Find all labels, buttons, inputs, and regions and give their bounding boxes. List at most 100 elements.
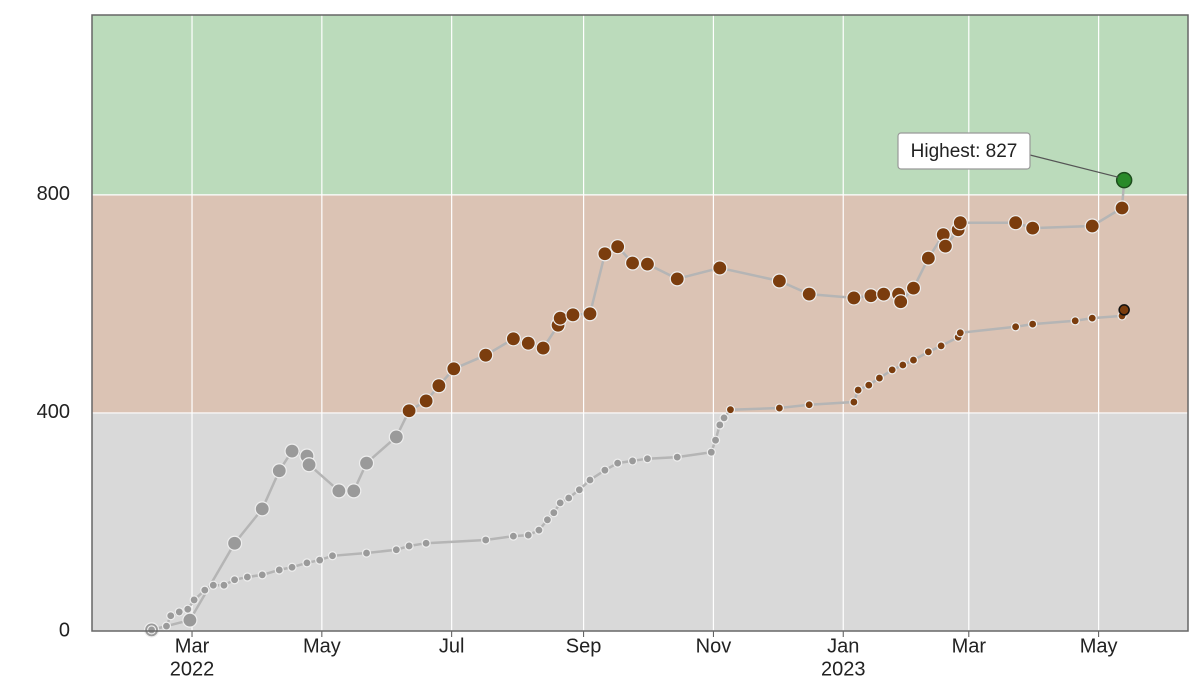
x-tick-label: Jan: [827, 635, 859, 657]
point: [725, 405, 736, 415]
point: [952, 215, 968, 231]
point: [642, 454, 653, 464]
point: [166, 611, 176, 621]
point: [346, 483, 362, 499]
point: [1028, 319, 1038, 329]
point: [200, 585, 210, 595]
x-tick-label: Mar: [175, 635, 210, 657]
point: [597, 246, 613, 262]
point: [706, 447, 716, 457]
point: [624, 255, 641, 271]
point: [555, 498, 565, 508]
point: [574, 485, 584, 495]
y-tick-label: 800: [37, 183, 70, 205]
point: [1114, 200, 1130, 216]
point: [937, 238, 953, 254]
point: [505, 331, 521, 347]
annotation-connector: [1029, 154, 1119, 178]
point: [161, 621, 172, 631]
point: [401, 403, 417, 419]
point: [923, 347, 933, 357]
annotation: Highest: 827: [911, 141, 1018, 162]
point: [565, 307, 581, 323]
point: [183, 604, 193, 614]
point: [274, 565, 284, 575]
point: [719, 413, 729, 423]
band: [92, 412, 1188, 631]
point: [771, 273, 787, 289]
point: [627, 456, 638, 466]
point: [418, 393, 434, 409]
point: [669, 271, 685, 287]
point: [331, 483, 347, 499]
point: [301, 457, 317, 473]
point: [219, 580, 229, 590]
point: [404, 541, 414, 551]
point: [955, 328, 965, 338]
highest-point: [1115, 171, 1133, 189]
point: [908, 355, 919, 365]
point: [1087, 313, 1097, 323]
point: [481, 535, 491, 545]
point: [182, 612, 198, 628]
x-tick-label: May: [1080, 635, 1118, 657]
point: [542, 515, 553, 525]
point: [849, 397, 859, 407]
point: [523, 530, 533, 540]
point: [715, 420, 725, 430]
point: [226, 535, 243, 551]
point: [534, 525, 544, 535]
point: [358, 455, 375, 471]
point: [898, 360, 908, 370]
point: [287, 562, 297, 572]
point: [893, 294, 909, 310]
markers: Highest: 827: [143, 132, 1133, 638]
point: [936, 341, 946, 351]
point: [271, 463, 287, 479]
point: [613, 458, 623, 468]
point: [284, 443, 300, 459]
point: [478, 347, 494, 363]
point: [712, 260, 728, 276]
point: [710, 435, 721, 445]
point: [846, 290, 862, 306]
grid: [92, 15, 1188, 632]
point: [1025, 220, 1041, 236]
point: [582, 306, 598, 322]
x-tick-label: May: [303, 635, 341, 657]
last-point: [1118, 304, 1130, 316]
point: [388, 429, 404, 445]
point: [610, 239, 626, 255]
point: [508, 531, 518, 541]
point: [189, 595, 199, 605]
x-tick-year: 2022: [170, 658, 215, 680]
point: [391, 545, 401, 555]
point: [864, 380, 874, 390]
x-tick-label: Nov: [696, 635, 732, 657]
point: [421, 538, 431, 548]
point: [639, 256, 656, 272]
y-tick-label: 0: [59, 619, 70, 641]
point: [549, 508, 559, 518]
y-tick-label: 400: [37, 401, 70, 423]
point: [853, 385, 863, 395]
point: [229, 575, 240, 585]
point: [1011, 322, 1021, 332]
point: [804, 400, 814, 410]
point: [863, 288, 879, 304]
point: [874, 373, 885, 383]
x-tick-label: Sep: [566, 635, 602, 657]
point: [146, 625, 157, 635]
point: [887, 365, 897, 375]
point: [174, 607, 184, 617]
point: [564, 493, 574, 503]
point: [1008, 215, 1024, 231]
point: [520, 335, 536, 351]
point: [535, 340, 551, 356]
point: [672, 452, 682, 462]
point: [876, 286, 892, 302]
point: [774, 403, 784, 413]
background-bands: [92, 15, 1188, 631]
